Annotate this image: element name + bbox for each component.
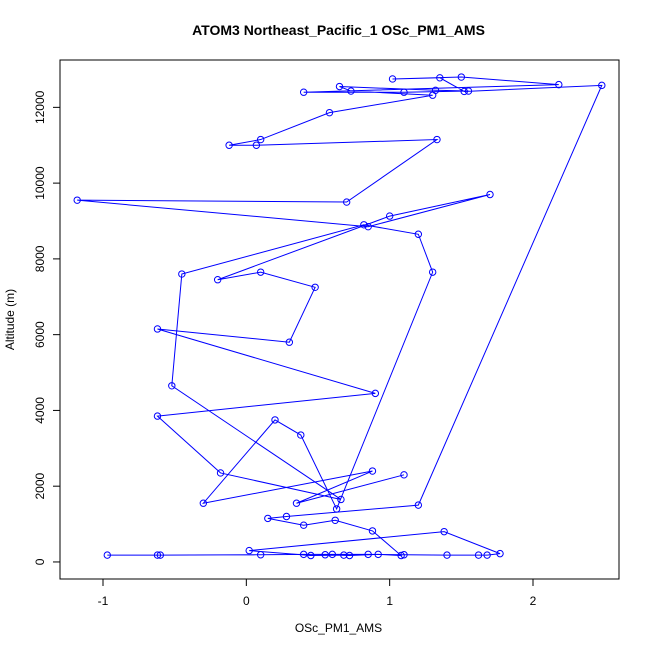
series-line (77, 76, 603, 557)
data-point (496, 549, 504, 558)
data-point (360, 221, 368, 229)
data-point (292, 499, 301, 507)
data-point (103, 551, 112, 559)
data-point (153, 551, 162, 559)
data-point (436, 74, 444, 82)
data-point (414, 501, 423, 509)
data-point (264, 514, 272, 523)
data-point (325, 108, 334, 117)
data-point (73, 196, 81, 204)
data-point (282, 512, 291, 521)
data-point (342, 198, 351, 206)
y-tick-label: 4000 (33, 397, 47, 424)
data-point (364, 222, 372, 231)
data-point (307, 551, 315, 560)
data-point (464, 87, 473, 95)
x-axis: -1 0 1 2 (98, 578, 537, 608)
data-point (486, 190, 494, 199)
data-point (440, 527, 448, 536)
data-point (168, 382, 176, 390)
data-point (428, 268, 437, 276)
x-axis-label: OSc_PM1_AMS (295, 621, 382, 635)
series-layer (73, 73, 606, 560)
data-point (474, 551, 483, 559)
data-point (335, 82, 344, 91)
data-point (225, 141, 233, 149)
data-point (216, 469, 225, 477)
y-tick-label: 8000 (33, 245, 47, 272)
data-point (400, 471, 408, 479)
data-point (299, 550, 308, 559)
y-axis: 0 2000 4000 6000 8000 10000 12000 (33, 90, 61, 565)
data-point (345, 551, 354, 560)
x-tick-label: 0 (243, 594, 250, 608)
y-axis-label: Altitude (m) (3, 289, 17, 350)
data-point (364, 550, 372, 559)
data-point (256, 135, 265, 144)
data-point (371, 389, 380, 398)
y-tick-label: 2000 (33, 473, 47, 500)
data-point (340, 551, 348, 559)
data-point (153, 412, 162, 420)
y-tick-label: 6000 (33, 321, 47, 348)
data-point (153, 325, 162, 333)
y-tick-label: 10000 (33, 166, 47, 200)
data-point (271, 416, 279, 424)
data-point (285, 338, 294, 346)
data-point (400, 88, 408, 96)
data-point (385, 212, 394, 220)
data-point (328, 550, 337, 559)
data-point (199, 499, 208, 507)
data-point (256, 551, 265, 559)
data-point (256, 268, 265, 276)
data-point (397, 551, 405, 560)
data-point (337, 495, 345, 504)
data-point (331, 516, 339, 524)
y-tick-label: 12000 (33, 90, 47, 124)
data-point (311, 283, 319, 291)
data-point (457, 73, 466, 81)
data-point (374, 550, 382, 559)
data-point (213, 276, 222, 284)
data-point (299, 521, 308, 529)
y-tick-label: 0 (33, 558, 47, 565)
data-point (555, 80, 563, 89)
data-point (460, 87, 468, 96)
data-point (443, 551, 451, 559)
data-point (388, 75, 397, 83)
data-point (156, 551, 165, 559)
data-point (332, 505, 341, 513)
data-point (347, 87, 355, 95)
x-tick-label: -1 (98, 594, 109, 608)
data-point (297, 431, 305, 439)
x-tick-label: 2 (530, 594, 537, 608)
data-point (178, 270, 186, 278)
data-point (368, 527, 377, 535)
data-point (483, 551, 491, 559)
data-point (245, 546, 253, 555)
data-point (321, 551, 329, 559)
data-point (414, 230, 423, 238)
x-tick-label: 1 (386, 594, 393, 608)
data-point (433, 135, 441, 144)
data-point (252, 141, 261, 149)
data-point (368, 467, 377, 475)
data-point (598, 81, 606, 90)
data-point (299, 88, 308, 96)
data-point (400, 551, 408, 559)
data-point (428, 91, 437, 99)
chart-title: ATOM3 Northeast_Pacific_1 OSc_PM1_AMS (192, 22, 485, 38)
